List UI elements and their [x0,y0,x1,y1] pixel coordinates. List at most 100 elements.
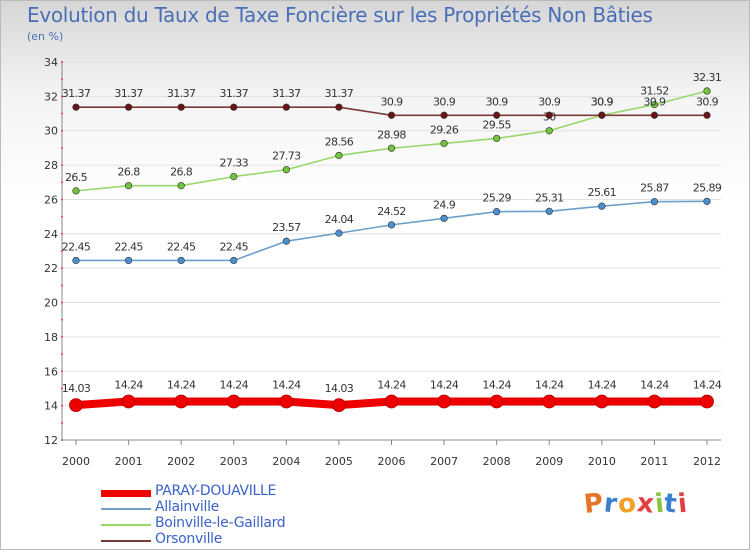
data-point [703,197,711,205]
data-point [177,256,185,265]
data-label: 27.33 [220,157,249,170]
y-axis-minor-tick [61,181,63,184]
data-point [177,182,185,190]
y-tick-label: 18 [44,331,58,344]
data-label: 14.24 [588,379,617,392]
legend-label: PARAY-DOUAVILLE [155,483,277,499]
data-label: 14.24 [693,379,722,392]
x-tick-label: 2004 [272,455,300,468]
data-label: 28.98 [377,128,406,141]
y-axis-minor-tick [61,232,63,235]
y-axis-minor-tick [61,129,63,132]
data-label: 14.24 [482,379,511,392]
y-tick-label: 22 [44,262,58,275]
y-axis-unit-label: (en %) [27,30,64,43]
y-tick-label: 24 [44,228,58,241]
x-tick-label: 2011 [640,455,668,468]
data-point [542,394,557,409]
data-point [230,173,238,181]
legend-entry: PARAY-DOUAVILLE [101,483,361,501]
data-point [174,394,189,409]
y-axis-minor-tick [61,95,63,98]
data-point [650,111,659,119]
data-point [335,103,343,111]
data-label: 28.56 [325,135,354,148]
data-label: 25.29 [482,192,511,205]
y-axis-minor-tick [61,61,63,63]
y-axis-minor-tick [61,78,63,81]
data-label: 14.24 [167,379,196,392]
data-point [69,398,83,413]
legend-entry: Orsonville [101,531,361,549]
data-point [594,394,609,409]
legend-swatch [101,524,151,526]
x-tick-label: 2001 [115,455,143,468]
legend-swatch [101,540,151,542]
data-label: 31.37 [62,87,91,100]
y-axis-minor-tick [61,301,63,304]
x-tick-label: 2005 [325,455,353,468]
data-label: 31.37 [325,87,354,100]
legend-swatch [101,508,151,510]
x-tick-label: 2006 [378,455,406,468]
data-label: 14.24 [377,379,406,392]
data-label: 31.37 [220,87,249,100]
y-tick-label: 12 [44,434,58,447]
y-tick-label: 32 [44,90,58,103]
y-axis-minor-tick [61,198,63,201]
proxiti-logo: Proxiti [582,488,690,520]
y-axis-minor-tick [61,404,63,407]
legend-label: Boinville-le-Gaillard [155,515,286,531]
y-tick-label: 16 [44,365,58,378]
data-point [440,214,448,222]
y-axis-minor-tick [61,387,63,390]
data-label: 26.5 [65,171,88,184]
data-point [282,103,290,111]
data-label: 25.87 [640,182,669,195]
legend-label: Orsonville [155,531,223,547]
data-label: 30.9 [591,95,614,108]
data-point [384,394,399,409]
x-tick-label: 2009 [535,455,563,468]
data-label: 22.45 [220,240,249,253]
y-axis-minor-tick [61,421,63,424]
data-point [124,182,133,190]
y-axis-minor-tick [61,112,63,115]
x-tick-label: 2008 [483,455,511,468]
y-tick-label: 28 [44,159,58,172]
data-point [545,207,553,215]
data-point [437,394,451,409]
data-label: 31.37 [167,87,196,100]
data-label: 30.9 [643,95,666,108]
data-point [279,394,294,409]
data-point [230,256,238,265]
data-label: 24.9 [433,198,456,211]
logo-letter: i [676,488,690,520]
data-label: 30.9 [380,95,403,108]
data-label: 14.24 [220,379,249,392]
y-axis-minor-tick [61,164,63,167]
data-point [493,111,501,119]
y-tick-label: 30 [44,125,58,138]
legend-swatch [101,490,151,497]
y-axis-minor-tick [61,267,63,270]
data-label: 30.9 [591,95,614,108]
data-point [440,139,448,148]
x-tick-label: 2002 [167,455,195,468]
data-label: 22.45 [62,240,91,253]
data-label: 32.31 [693,71,722,84]
y-axis-minor-tick [61,146,63,149]
y-tick-label: 14 [44,400,58,413]
data-point [230,103,238,111]
data-point [650,101,659,109]
x-tick-label: 2010 [588,455,616,468]
data-point [387,221,396,229]
data-point [177,103,185,111]
data-point [124,256,133,265]
data-point [440,111,448,119]
data-label: 22.45 [167,240,196,253]
data-point [493,134,501,143]
data-label: 29.26 [430,123,459,136]
